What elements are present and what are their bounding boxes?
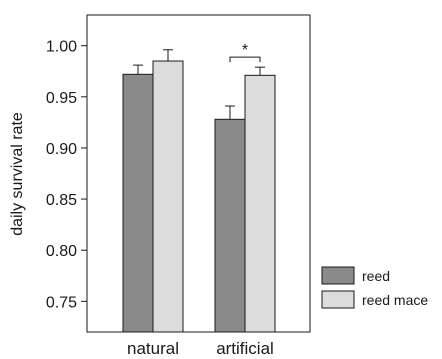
legend-label: reed mace <box>362 292 428 308</box>
bars <box>122 49 276 333</box>
legend: reed reed mace <box>321 266 428 309</box>
y-tick-label: 1.00 <box>46 39 77 56</box>
category-label: natural <box>127 339 179 358</box>
x-axis: natural artificial <box>127 339 274 358</box>
bar-reed-natural <box>122 73 154 333</box>
y-tick-label: 0.75 <box>46 294 77 311</box>
category-label: artificial <box>216 339 274 358</box>
y-tick-label: 0.85 <box>46 192 77 209</box>
bar-reed-artificial <box>214 118 246 333</box>
legend-swatch <box>321 290 355 309</box>
significance-annotations: * <box>229 42 261 63</box>
bar-reed-mace-natural <box>152 60 184 333</box>
legend-label: reed <box>362 268 390 284</box>
plot-frame <box>86 14 311 333</box>
significance-star: * <box>242 42 248 59</box>
y-axis-title: daily survival rate <box>9 112 26 236</box>
y-tick-label: 0.90 <box>46 141 77 158</box>
y-tick-label: 0.95 <box>46 90 77 107</box>
bar-reed-mace-artificial <box>244 74 276 333</box>
legend-swatch <box>321 266 355 285</box>
y-axis: 0.75 0.80 0.85 0.90 0.95 1.00 <box>46 39 87 311</box>
significance-bracket <box>229 56 261 63</box>
y-tick-label: 0.80 <box>46 243 77 260</box>
